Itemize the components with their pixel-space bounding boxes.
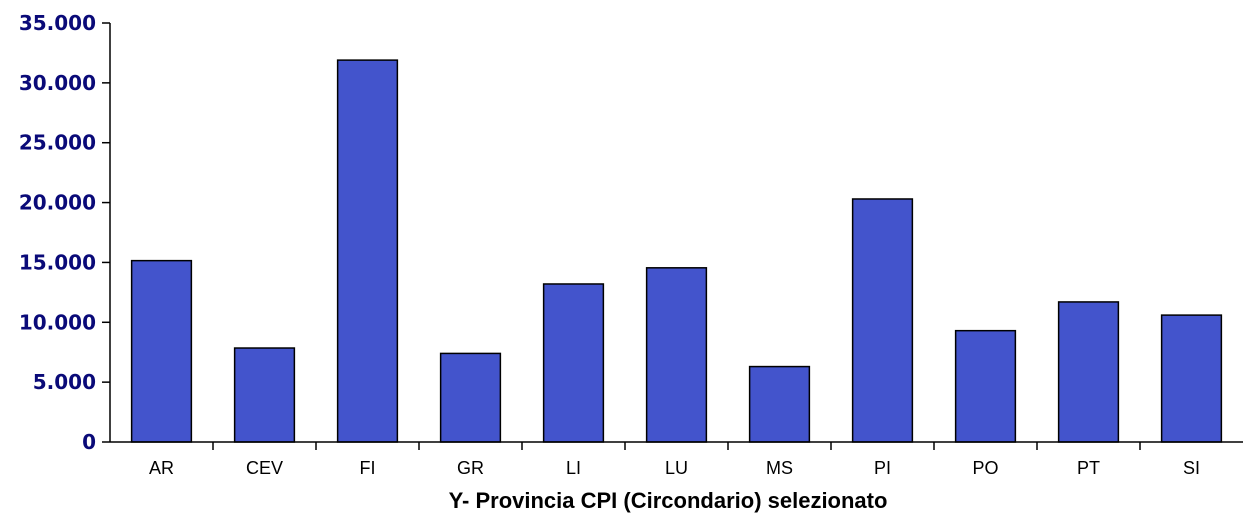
y-tick-label: 35.000 — [19, 11, 96, 35]
x-tick-label: MS — [766, 458, 793, 478]
bar-ar — [130, 259, 193, 443]
y-tick-label: 20.000 — [19, 191, 96, 215]
bars-group — [130, 59, 1223, 443]
x-tick-label: PO — [972, 458, 998, 478]
x-axis-label: Y- Provincia CPI (Circondario) seleziona… — [449, 488, 888, 513]
bar-pt — [1057, 301, 1120, 443]
y-tick-label: 10.000 — [19, 310, 96, 334]
x-tick-label: GR — [457, 458, 484, 478]
y-tick-label: 30.000 — [19, 71, 96, 95]
y-axis-ticks: 0 5.000 10.000 15.000 20.000 25.000 30.000 35.0… — [19, 11, 110, 454]
x-axis-ticks: AR CEV FI GR LI LU MS PI PO PT SI — [149, 442, 1200, 478]
x-tick-label: CEV — [246, 458, 283, 478]
x-tick-label: LI — [566, 458, 581, 478]
x-tick-label: LU — [665, 458, 688, 478]
x-tick-label: SI — [1183, 458, 1200, 478]
bar-cev — [233, 347, 296, 443]
y-tick-label: 0 — [82, 430, 96, 454]
x-tick-label: FI — [360, 458, 376, 478]
bar-lu — [645, 267, 708, 443]
bar-gr — [439, 352, 502, 443]
bar-fi — [336, 59, 399, 443]
bar-po — [954, 329, 1017, 443]
x-tick-label: PI — [874, 458, 891, 478]
bar-pi — [851, 198, 914, 443]
y-tick-label: 5.000 — [33, 370, 96, 394]
x-tick-label: AR — [149, 458, 174, 478]
bar-ms — [748, 365, 811, 443]
y-tick-label: 15.000 — [19, 250, 96, 274]
y-tick-label: 25.000 — [19, 131, 96, 155]
x-tick-label: PT — [1077, 458, 1100, 478]
bar-li — [542, 283, 605, 443]
bar-si — [1160, 314, 1223, 443]
